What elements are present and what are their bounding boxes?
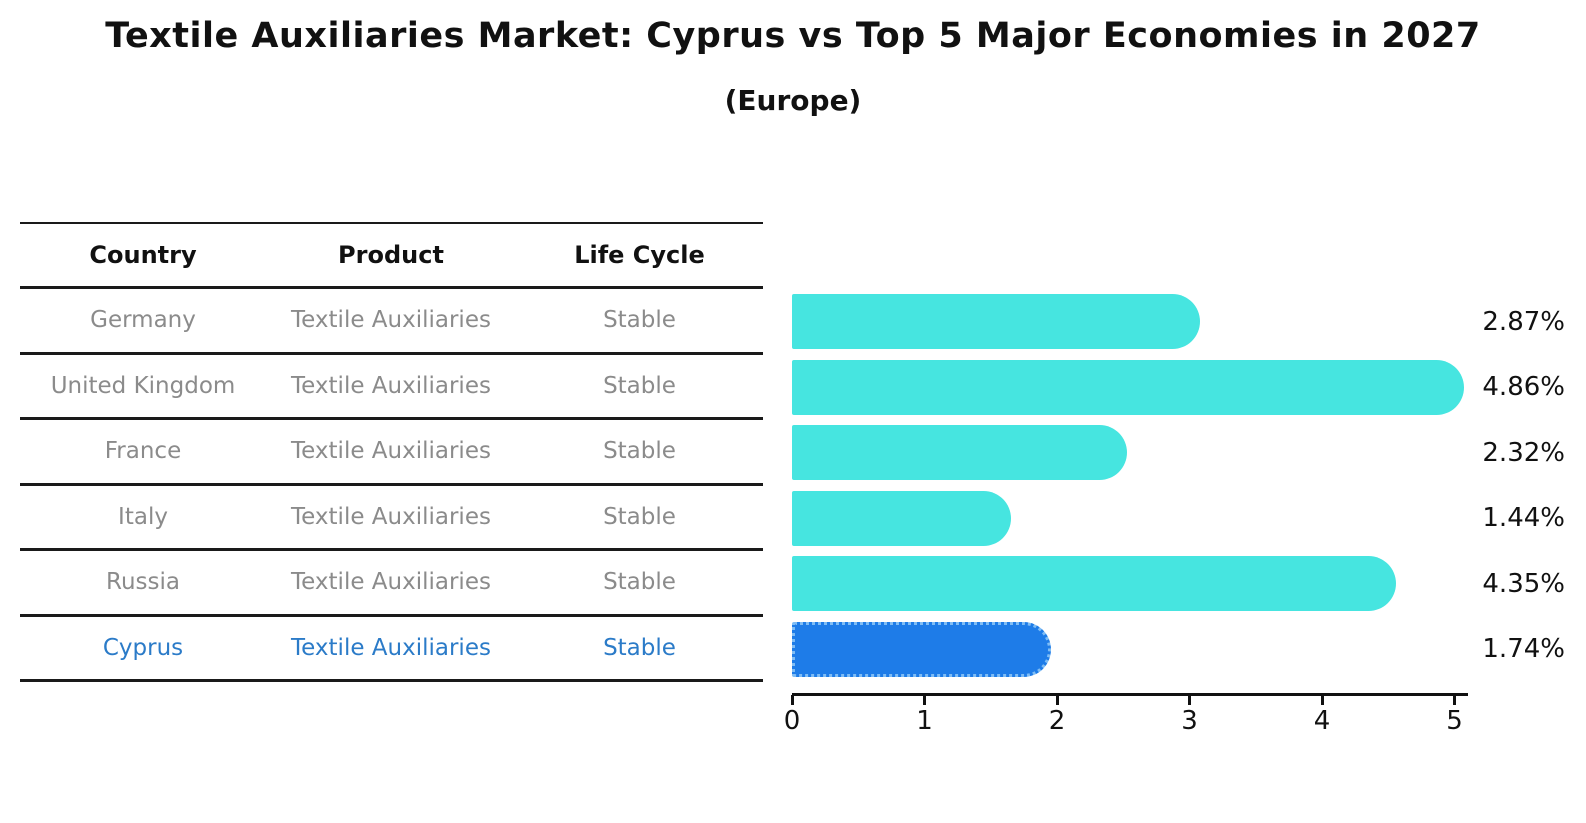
cell-country: United Kingdom — [50, 372, 236, 399]
table-row-france: France Textile Auxiliaries Stable — [20, 420, 763, 486]
cell-country: Italy — [118, 503, 168, 530]
x-tick-label-2: 2 — [1048, 706, 1066, 736]
x-tick-label-3: 3 — [1181, 706, 1198, 736]
x-tick-5 — [1453, 695, 1456, 705]
cell-product: Textile Auxiliaries — [291, 438, 491, 465]
x-tick-label-5: 5 — [1446, 706, 1463, 736]
cell-life-cycle: Stable — [603, 438, 676, 465]
chart-title: Textile Auxiliaries Market: Cyprus vs To… — [105, 16, 1481, 56]
table-header-row: Country Product Life Cycle — [20, 224, 763, 289]
bar-germany — [792, 294, 1201, 350]
value-label-italy: 1.44% — [1482, 503, 1565, 534]
data-table: Country Product Life Cycle Germany Textil… — [20, 222, 763, 682]
table-row-united-kingdom: United Kingdom Textile Auxiliaries Stable — [20, 355, 763, 420]
x-tick-label-1: 1 — [916, 706, 933, 736]
table-row-italy: Italy Textile Auxiliaries Stable — [20, 486, 763, 551]
cell-life-cycle: Stable — [603, 372, 676, 399]
cell-country: France — [104, 438, 182, 465]
cell-life-cycle: Stable — [603, 569, 676, 596]
table-row-cyprus: Cyprus Textile Auxiliaries Stable — [20, 617, 763, 682]
col-header-product: Product — [338, 241, 444, 269]
bar-france — [792, 425, 1128, 481]
cell-product: Textile Auxiliaries — [291, 569, 491, 596]
x-tick-3 — [1188, 695, 1191, 705]
bar-cyprus — [792, 621, 1051, 677]
cell-life-cycle: Stable — [603, 634, 676, 661]
col-header-life-cycle: Life Cycle — [574, 241, 705, 269]
bar-united-kingdom — [792, 359, 1464, 415]
x-tick-2 — [1055, 695, 1059, 705]
cell-product: Textile Auxiliaries — [291, 372, 491, 399]
value-label-russia: 4.35% — [1482, 568, 1565, 599]
cell-country: Cyprus — [102, 634, 184, 661]
col-header-country: Country — [89, 241, 197, 269]
value-label-france: 2.32% — [1482, 437, 1565, 468]
table-body: Germany Textile Auxiliaries Stable United K… — [20, 289, 763, 682]
table-row-russia: Russia Textile Auxiliaries Stable — [20, 551, 763, 617]
x-tick-4 — [1320, 695, 1324, 705]
cell-product: Textile Auxiliaries — [291, 634, 491, 661]
x-tick-label-4: 4 — [1313, 706, 1331, 736]
table-row-germany: Germany Textile Auxiliaries Stable — [20, 289, 763, 355]
cell-product: Textile Auxiliaries — [291, 307, 491, 334]
cell-life-cycle: Stable — [603, 307, 676, 334]
value-label-germany: 2.87% — [1482, 306, 1565, 337]
value-label-united-kingdom: 4.86% — [1482, 372, 1565, 403]
value-label-cyprus: 1.74% — [1482, 634, 1565, 665]
x-tick-0 — [790, 695, 794, 705]
cell-country: Germany — [90, 307, 196, 334]
cell-country: Russia — [106, 569, 180, 596]
bar-plot-area — [792, 289, 1512, 683]
bar-italy — [792, 490, 1011, 546]
bar-russia — [792, 556, 1397, 612]
x-tick-label-0: 0 — [783, 706, 801, 736]
x-tick-1 — [923, 695, 926, 705]
x-axis-line — [792, 693, 1468, 696]
cell-product: Textile Auxiliaries — [291, 503, 491, 530]
chart-subtitle: (Europe) — [724, 84, 862, 117]
cell-life-cycle: Stable — [603, 503, 676, 530]
